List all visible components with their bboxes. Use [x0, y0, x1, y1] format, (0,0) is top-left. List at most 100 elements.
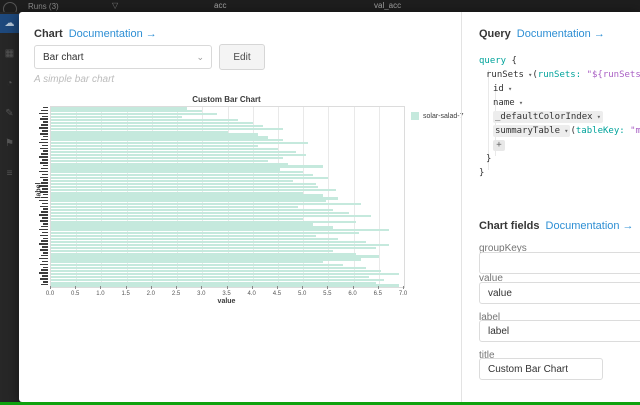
- bar: [51, 179, 294, 183]
- y-tick-label: [40, 162, 48, 164]
- y-tick-label: [41, 225, 48, 228]
- x-tick-mark: [201, 286, 203, 289]
- bar: [51, 252, 357, 255]
- y-tick-label: [40, 263, 48, 266]
- bar: [51, 168, 281, 171]
- code-token: _defaultColorIndex: [495, 112, 593, 122]
- chart-legend: solar-salad-7: [411, 112, 463, 120]
- code-token: (: [570, 126, 576, 136]
- y-tick-label: [40, 118, 48, 120]
- bar: [51, 165, 324, 168]
- bar: [51, 267, 367, 270]
- bar: [51, 281, 377, 284]
- indent-guide: [488, 70, 489, 170]
- chart-type-select[interactable]: Bar chart ⌄: [34, 45, 212, 69]
- edit-icon[interactable]: ✎: [5, 108, 14, 119]
- chart-documentation-link[interactable]: Documentation →: [68, 28, 157, 40]
- query-pane: Query Documentation → query {runSets ▾(ru…: [461, 12, 640, 402]
- query-field-pill[interactable]: summaryTable ▾: [493, 125, 571, 137]
- y-tick-label: [42, 275, 48, 277]
- list-icon[interactable]: ≡: [6, 168, 13, 179]
- bar: [51, 235, 316, 238]
- y-tick-label: [40, 249, 48, 251]
- x-tick-label: 3.0: [197, 291, 206, 297]
- cloud-icon[interactable]: ☁: [0, 14, 19, 33]
- chart-editor-modal: Chart Documentation → Bar chart ⌄ Edit A …: [19, 12, 640, 402]
- x-tick-label: 0.5: [71, 291, 80, 297]
- y-tick-label: [42, 159, 48, 161]
- code-token: summaryTable: [495, 126, 561, 136]
- query-section-header: Query Documentation →: [479, 28, 605, 40]
- bar: [51, 243, 389, 246]
- chart-section-header: Chart Documentation →: [34, 28, 157, 40]
- x-tick-label: 6.5: [373, 291, 382, 297]
- x-tick-label: 5.0: [297, 291, 307, 297]
- edit-button[interactable]: Edit: [219, 44, 265, 70]
- field-dropdown-caret-icon[interactable]: ▾: [560, 127, 569, 135]
- field-input-groupKeys[interactable]: [479, 252, 640, 274]
- y-tick-label: [40, 220, 48, 222]
- bar: [51, 206, 299, 209]
- y-tick-label: [40, 191, 48, 193]
- query-documentation-link[interactable]: Documentation →: [516, 28, 605, 40]
- chart-type-description: A simple bar chart: [34, 74, 115, 85]
- query-code-editor[interactable]: query {runSets ▾(runSets: "${runSets}"id…: [479, 54, 640, 180]
- bar: [51, 217, 304, 220]
- add-query-field-button[interactable]: +: [493, 140, 505, 151]
- bar: [51, 145, 258, 148]
- y-tick-label: [41, 269, 48, 271]
- gridline: [353, 107, 355, 287]
- bg-panel-title-val-acc: val_acc: [374, 1, 402, 10]
- gridline: [126, 107, 128, 287]
- x-tick-mark: [302, 286, 304, 289]
- gridline: [177, 107, 179, 287]
- legend-swatch: [411, 112, 419, 120]
- x-tick-mark: [100, 286, 102, 289]
- flag-icon[interactable]: ⚑: [5, 138, 14, 149]
- chart-type-value: Bar chart: [43, 51, 84, 63]
- x-tick-label: 5.5: [323, 291, 332, 297]
- y-tick-label: [40, 278, 48, 280]
- code-token: (: [532, 70, 538, 80]
- y-tick-label: [40, 133, 48, 135]
- filter-icon: ▽: [112, 1, 119, 10]
- y-tick-label: [40, 234, 48, 237]
- field-dropdown-caret-icon[interactable]: ▾: [523, 71, 533, 79]
- y-tick-label: [43, 106, 48, 109]
- chart-fields-documentation-link[interactable]: Documentation →: [545, 220, 634, 232]
- code-line: }: [479, 166, 640, 180]
- x-axis-label: value: [217, 298, 236, 305]
- y-tick-label: [41, 167, 48, 170]
- bar: [51, 177, 329, 180]
- field-dropdown-caret-icon[interactable]: ▾: [514, 99, 524, 107]
- y-tick-label: [42, 173, 48, 176]
- x-tick-mark: [75, 286, 77, 289]
- code-token: runSets: [486, 70, 524, 80]
- code-token: id: [493, 84, 504, 94]
- bar: [51, 150, 296, 154]
- x-tick-label: 4.5: [272, 291, 282, 297]
- plot-area: [50, 106, 405, 288]
- field-input-label[interactable]: [479, 320, 640, 342]
- x-tick-label: 6.0: [348, 291, 357, 297]
- field-input-value[interactable]: [479, 282, 640, 304]
- x-tick-mark: [251, 286, 253, 289]
- y-tick-label: [43, 208, 48, 210]
- gridline: [303, 107, 305, 287]
- code-token: "my_ba: [630, 126, 640, 136]
- field-dropdown-caret-icon[interactable]: ▾: [503, 85, 513, 93]
- bar: [51, 258, 362, 261]
- runs-count-label: Runs (3): [28, 2, 59, 11]
- gridline: [378, 107, 380, 287]
- table-icon[interactable]: ▦: [4, 48, 15, 59]
- chart-icon[interactable]: ◔: [6, 78, 13, 89]
- bar: [51, 272, 399, 276]
- dimmed-background-header: Runs (3) ▽ acc val_acc: [0, 0, 640, 16]
- query-field-pill[interactable]: _defaultColorIndex ▾: [493, 111, 603, 123]
- field-dropdown-caret-icon[interactable]: ▾: [592, 113, 601, 121]
- y-tick-label: [41, 138, 48, 141]
- field-input-title[interactable]: [479, 358, 603, 380]
- bar: [51, 237, 339, 241]
- x-tick-mark: [276, 286, 278, 289]
